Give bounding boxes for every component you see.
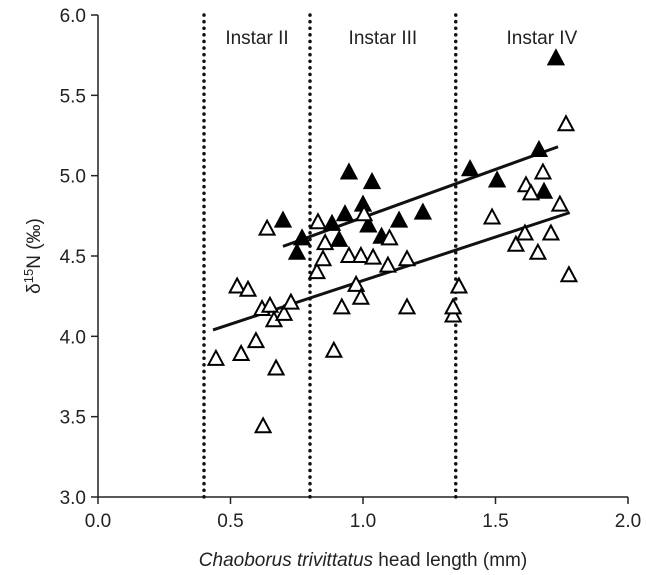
open-triangle xyxy=(206,348,226,366)
instar-label: Instar II xyxy=(225,28,288,49)
x-axis-label: Chaoborus trivittatus head length (mm) xyxy=(199,550,527,571)
filled-triangle xyxy=(529,139,549,157)
y-tick-label: 3.5 xyxy=(60,408,86,429)
open-triangle xyxy=(346,274,366,292)
x-label-italic: Chaoborus trivittatus xyxy=(199,550,374,571)
open-triangle xyxy=(313,249,333,267)
open-triangle xyxy=(308,212,328,230)
x-tick-label: 1.5 xyxy=(482,511,508,532)
open-triangle xyxy=(266,358,286,376)
open-triangle xyxy=(257,218,277,236)
filled-triangle xyxy=(534,181,554,199)
open-triangle xyxy=(324,340,344,358)
open-triangle xyxy=(315,233,335,251)
open-triangle xyxy=(533,162,553,180)
filled-triangle xyxy=(546,48,566,66)
open-triangle xyxy=(246,331,266,349)
open-triangle xyxy=(363,247,383,265)
filled-triangle xyxy=(287,242,307,260)
open-triangle xyxy=(238,279,258,297)
y-tick-label: 5.5 xyxy=(60,86,86,107)
open-triangle xyxy=(443,305,463,323)
open-triangle xyxy=(550,194,570,212)
open-triangle xyxy=(521,183,541,201)
filled-triangle xyxy=(339,162,359,180)
open-triangle xyxy=(559,265,579,283)
open-triangle xyxy=(307,261,327,280)
filled-triangle xyxy=(487,170,507,188)
open-triangle xyxy=(351,245,371,263)
filled-triangle xyxy=(335,204,355,222)
filled-triangle xyxy=(359,215,378,233)
open-triangle xyxy=(443,297,463,315)
open-triangle xyxy=(515,223,535,241)
y-tick-label: 3.0 xyxy=(60,488,86,509)
open-triangle xyxy=(339,245,359,263)
open-triangle xyxy=(351,287,371,305)
open-triangle xyxy=(397,249,417,267)
instar-label: Instar III xyxy=(349,28,418,49)
y-axis-label: δ15N (‰) xyxy=(21,218,46,294)
open-triangle xyxy=(397,297,417,315)
filled-triangle xyxy=(460,159,480,177)
open-triangle xyxy=(274,303,294,321)
filled-triangle xyxy=(413,202,433,220)
open-triangle xyxy=(354,204,374,222)
open-triangle xyxy=(556,114,576,132)
filled-triangle xyxy=(389,210,409,228)
open-triangle xyxy=(449,276,469,294)
y-label-pre: δ xyxy=(24,283,45,294)
filled-triangle xyxy=(273,210,293,228)
open-triangle xyxy=(380,228,399,246)
instar-label: Instar IV xyxy=(507,28,578,49)
open-triangle xyxy=(541,223,561,241)
open-triangle xyxy=(482,207,502,225)
open-triangle xyxy=(506,234,526,252)
open-triangle xyxy=(231,343,251,362)
x-tick-label: 0.5 xyxy=(217,511,243,532)
open-triangle xyxy=(227,276,247,294)
filled-triangle xyxy=(362,171,382,190)
open-triangle xyxy=(528,242,548,260)
filled-triangle xyxy=(322,213,342,231)
y-tick-label: 5.0 xyxy=(60,167,86,188)
open-triangle xyxy=(281,292,301,310)
y-tick-label: 6.0 xyxy=(60,6,86,27)
y-label-post: N (‰) xyxy=(24,218,45,269)
x-tick-label: 1.0 xyxy=(350,511,376,532)
y-tick-label: 4.5 xyxy=(60,247,86,268)
x-tick-label: 0.0 xyxy=(85,511,111,532)
filled-triangle xyxy=(292,228,312,246)
filled-triangle xyxy=(329,229,349,247)
x-tick-label: 2.0 xyxy=(615,511,641,532)
open-triangle xyxy=(378,255,398,273)
x-label-rest: head length (mm) xyxy=(373,550,527,571)
y-tick-label: 4.0 xyxy=(60,327,86,348)
open-triangle xyxy=(253,416,273,434)
y-label-sup: 15 xyxy=(21,269,36,283)
open-triangle xyxy=(332,297,351,315)
open-triangle xyxy=(260,295,280,313)
